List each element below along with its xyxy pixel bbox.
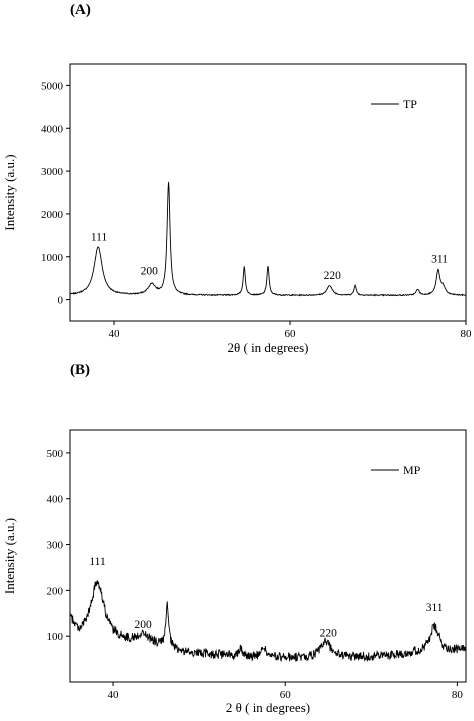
y-tick-label: 4000 <box>41 123 64 135</box>
y-tick-label: 3000 <box>41 166 64 178</box>
y-tick-label: 1000 <box>41 252 64 264</box>
peak-label-311: 311 <box>426 602 443 614</box>
panel-label-a: (A) <box>70 2 91 18</box>
y-tick-label: 0 <box>58 295 64 307</box>
peak-label-311: 311 <box>431 254 448 266</box>
x-tick-label: 60 <box>280 689 292 701</box>
peak-label-200: 200 <box>141 266 159 278</box>
chart-a: 0 1000 2000 3000 4000 5000 40 60 80 2θ ( in degre… <box>2 63 473 355</box>
y-tick-label: 500 <box>47 448 64 460</box>
peak-label-111: 111 <box>89 556 106 568</box>
panel-a: (A) 0 1000 2000 3000 4000 5000 40 60 80 2θ ( in d… <box>0 0 474 360</box>
y-tick-label: 2000 <box>41 209 64 221</box>
y-tick-label: 100 <box>47 631 64 643</box>
y-axis-title: Intensity (a.u.) <box>2 154 17 230</box>
y-tick-label: 400 <box>47 494 64 506</box>
peak-label-200: 200 <box>135 619 153 631</box>
panel-b: (B) 100 200 300 400 500 40 60 80 2 θ ( in degree… <box>0 360 474 721</box>
x-axis-title: 2 θ ( in degrees) <box>226 700 310 715</box>
y-tick-label: 200 <box>47 585 64 597</box>
x-tick-label: 40 <box>109 328 121 340</box>
y-axis-title: Intensity (a.u.) <box>2 518 17 594</box>
peak-label-220: 220 <box>320 628 338 640</box>
x-tick-label: 40 <box>108 689 120 701</box>
y-tick-label: 5000 <box>41 80 64 92</box>
peak-label-111: 111 <box>91 231 108 243</box>
plot-frame <box>69 429 467 683</box>
series-line-mp <box>69 580 467 663</box>
panel-label-b: (B) <box>70 362 90 378</box>
x-tick-label: 60 <box>285 328 297 340</box>
x-tick-label: 80 <box>461 328 473 340</box>
y-tick-label: 300 <box>47 540 64 552</box>
x-tick-label: 80 <box>452 689 464 701</box>
chart-b: 100 200 300 400 500 40 60 80 2 θ ( in degrees) In… <box>2 429 467 715</box>
x-axis-title: 2θ ( in degrees) <box>228 340 309 355</box>
plot-frame <box>69 63 467 322</box>
series-line-tp <box>69 181 467 297</box>
peak-label-220: 220 <box>324 270 342 282</box>
legend-entry: MP <box>403 463 421 477</box>
legend-entry: TP <box>403 97 417 111</box>
